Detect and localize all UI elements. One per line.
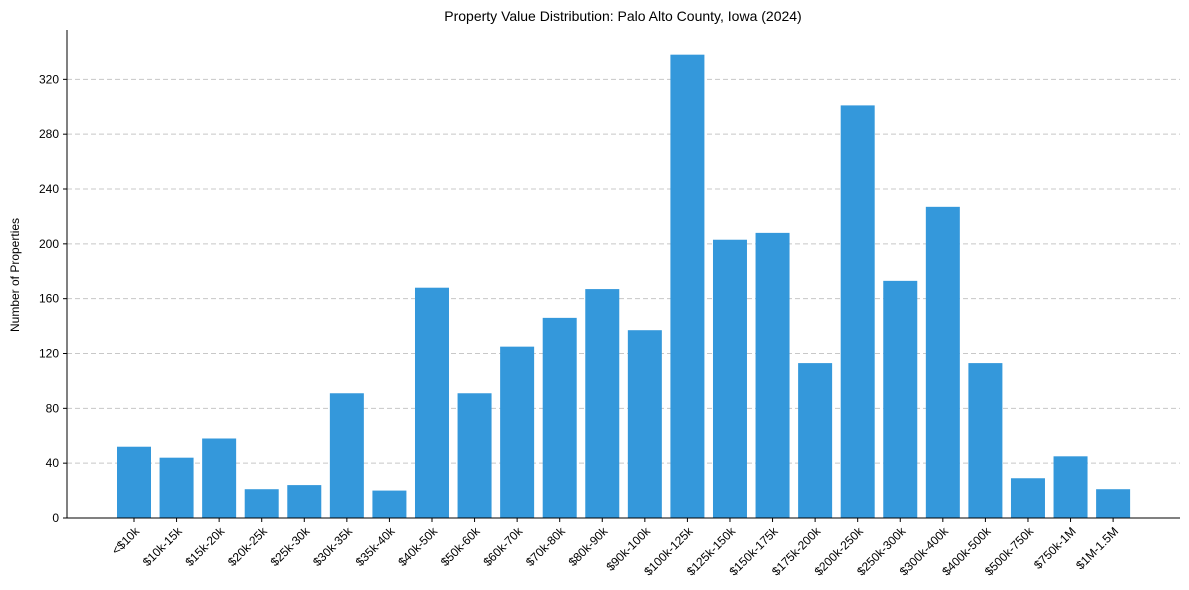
x-tick-label: $35k-40k [353, 524, 399, 570]
bar [414, 287, 449, 518]
x-tick-label: $15k-20k [182, 524, 228, 570]
bar [585, 289, 620, 518]
x-tick-label: $40k-50k [395, 524, 441, 570]
bar [287, 485, 322, 518]
x-tick-label: <$10k [109, 524, 143, 558]
bar [1053, 456, 1088, 518]
bar [159, 457, 194, 518]
bar [755, 232, 790, 518]
x-tick-label: $20k-25k [225, 524, 271, 570]
x-tick-label: $10k-15k [140, 524, 186, 570]
grid-lines [67, 78, 1180, 464]
x-tick-label: $30k-35k [310, 524, 356, 570]
x-tick-label: $50k-60k [438, 524, 484, 570]
bar [1010, 478, 1045, 518]
y-tick-label: 40 [46, 456, 60, 470]
x-tick-label: $70k-80k [523, 524, 569, 570]
y-tick-label: 80 [46, 401, 60, 415]
y-tick-label: 0 [52, 511, 59, 525]
y-ticks: 0 40 80 120 160 200 240 280 320 [39, 72, 67, 525]
bar [117, 446, 151, 518]
bar [670, 54, 705, 518]
bar [925, 206, 960, 518]
chart-title: Property Value Distribution: Palo Alto C… [444, 8, 801, 24]
bar [202, 438, 237, 518]
bars [117, 54, 1131, 519]
y-tick-label: 240 [39, 182, 59, 196]
y-tick-label: 200 [39, 237, 59, 251]
bar [627, 330, 662, 518]
bar [883, 280, 918, 518]
bar [244, 489, 279, 518]
x-tick-label: $60k-70k [480, 524, 526, 570]
bar [1096, 489, 1131, 518]
bar [840, 105, 875, 519]
bar [372, 490, 407, 518]
bar [457, 393, 492, 518]
axes [66, 30, 1180, 519]
x-tick-label: $1M-1.5M [1073, 524, 1121, 572]
y-tick-label: 160 [39, 292, 59, 306]
x-ticks: <$10k$10k-15k$15k-20k$20k-25k$25k-30k$30… [109, 518, 1121, 578]
bar [329, 393, 364, 518]
x-tick-label: $25k-30k [268, 524, 314, 570]
y-tick-label: 320 [39, 72, 59, 86]
bar [798, 363, 833, 518]
y-tick-label: 280 [39, 127, 59, 141]
bar [968, 363, 1003, 518]
y-axis-label: Number of Properties [8, 218, 22, 332]
y-tick-label: 120 [39, 347, 59, 361]
bar [542, 317, 577, 518]
x-tick-label: $750k-1M [1031, 524, 1079, 572]
bar [712, 239, 747, 518]
bar [500, 346, 535, 518]
